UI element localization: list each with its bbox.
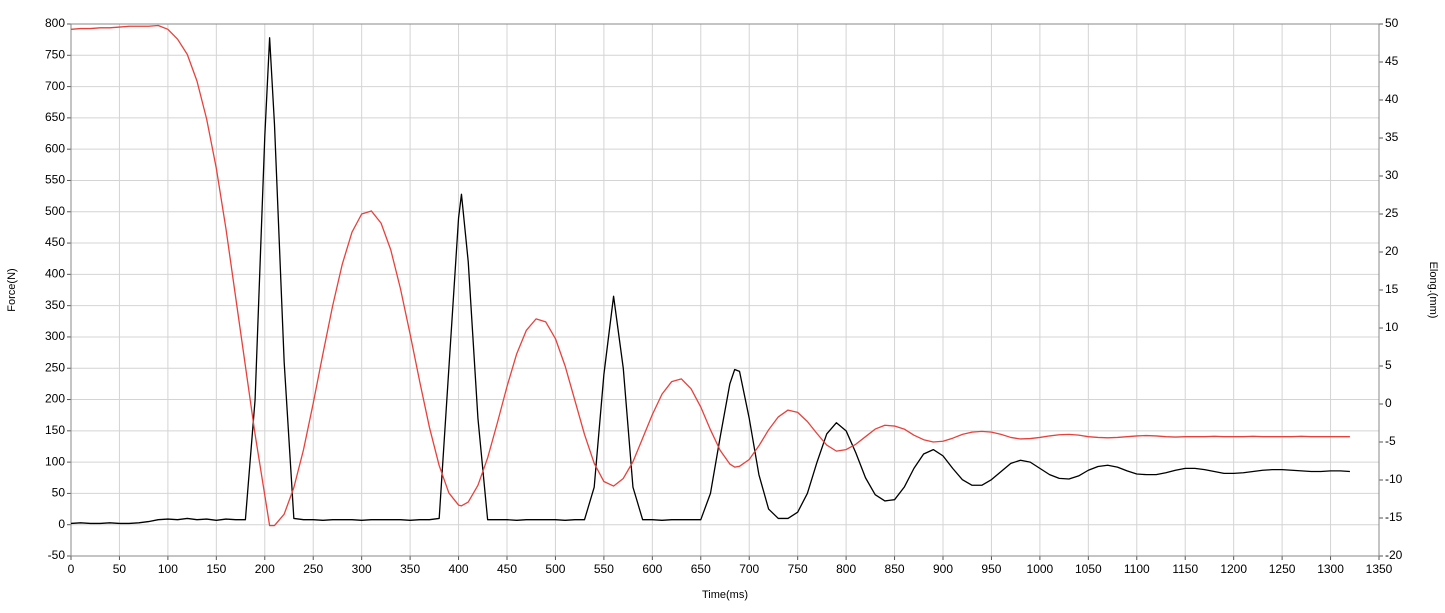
y2-tick-label: 10 — [1385, 320, 1399, 334]
y-tick-label: 100 — [45, 454, 65, 468]
y-tick-label: 350 — [45, 298, 65, 312]
x-tick-label: 900 — [933, 562, 953, 576]
x-tick-label: 300 — [352, 562, 372, 576]
x-tick-label: 1250 — [1269, 562, 1296, 576]
y-tick-label: 150 — [45, 423, 65, 437]
x-tick-label: 950 — [981, 562, 1001, 576]
x-tick-label: 200 — [255, 562, 275, 576]
x-tick-label: 850 — [885, 562, 905, 576]
x-tick-label: 50 — [113, 562, 127, 576]
y-tick-label: -50 — [48, 548, 66, 562]
y-tick-label: 450 — [45, 235, 65, 249]
x-tick-label: 1200 — [1220, 562, 1247, 576]
y2-tick-label: -10 — [1385, 472, 1403, 486]
y-axis-label: Force(N) — [6, 268, 18, 311]
y2-tick-label: 30 — [1385, 168, 1399, 182]
y2-tick-label: 20 — [1385, 244, 1399, 258]
x-tick-label: 0 — [68, 562, 75, 576]
y2-tick-label: 40 — [1385, 92, 1399, 106]
y2-tick-label: 0 — [1385, 396, 1392, 410]
x-tick-label: 350 — [400, 562, 420, 576]
x-tick-label: 1350 — [1366, 562, 1393, 576]
y-tick-label: 400 — [45, 267, 65, 281]
data-line — [70, 24, 1350, 527]
y-tick-label: 250 — [45, 360, 65, 374]
y-tick-label: 750 — [45, 47, 65, 61]
x-tick-label: 1300 — [1317, 562, 1344, 576]
y-tick-label: 650 — [45, 110, 65, 124]
y-tick-label: 600 — [45, 141, 65, 155]
y-tick-label: 300 — [45, 329, 65, 343]
x-tick-label: 650 — [691, 562, 711, 576]
y2-tick-label: -20 — [1385, 548, 1403, 562]
x-tick-label: 100 — [158, 562, 178, 576]
x-tick-label: 700 — [739, 562, 759, 576]
x-tick-label: 600 — [642, 562, 662, 576]
x-tick-label: 450 — [497, 562, 517, 576]
x-tick-label: 1100 — [1124, 562, 1150, 576]
y2-tick-label: -5 — [1385, 434, 1396, 448]
x-tick-label: 150 — [206, 562, 226, 576]
x-axis-label: Time(ms) — [702, 589, 748, 601]
y-tick-label: 700 — [45, 79, 65, 93]
y-tick-label: 0 — [58, 517, 65, 531]
x-tick-label: 250 — [303, 562, 323, 576]
x-tick-label: 800 — [836, 562, 856, 576]
y2-tick-label: 15 — [1385, 282, 1399, 296]
y-tick-label: 200 — [45, 392, 65, 406]
y2-tick-label: 45 — [1385, 54, 1399, 68]
x-tick-label: 1000 — [1027, 562, 1054, 576]
x-tick-label: 1150 — [1172, 562, 1198, 576]
x-tick-label: 500 — [545, 562, 565, 576]
y2-tick-label: 35 — [1385, 130, 1399, 144]
y-tick-label: 500 — [45, 204, 65, 218]
y2-tick-label: 25 — [1385, 206, 1399, 220]
plot-frame — [70, 23, 1380, 557]
x-tick-label: 750 — [788, 562, 808, 576]
y2-axis-label: Elong.(mm) — [1427, 262, 1439, 319]
y-tick-label: 550 — [45, 173, 65, 187]
y2-tick-label: 50 — [1385, 16, 1399, 30]
data-line — [70, 37, 1350, 525]
x-tick-label: 1050 — [1075, 562, 1102, 576]
x-tick-label: 550 — [594, 562, 614, 576]
y-tick-label: 800 — [45, 16, 65, 30]
x-tick-label: 400 — [449, 562, 469, 576]
y2-tick-label: -15 — [1385, 510, 1403, 524]
y2-tick-label: 5 — [1385, 358, 1392, 372]
y-tick-label: 50 — [52, 486, 66, 500]
